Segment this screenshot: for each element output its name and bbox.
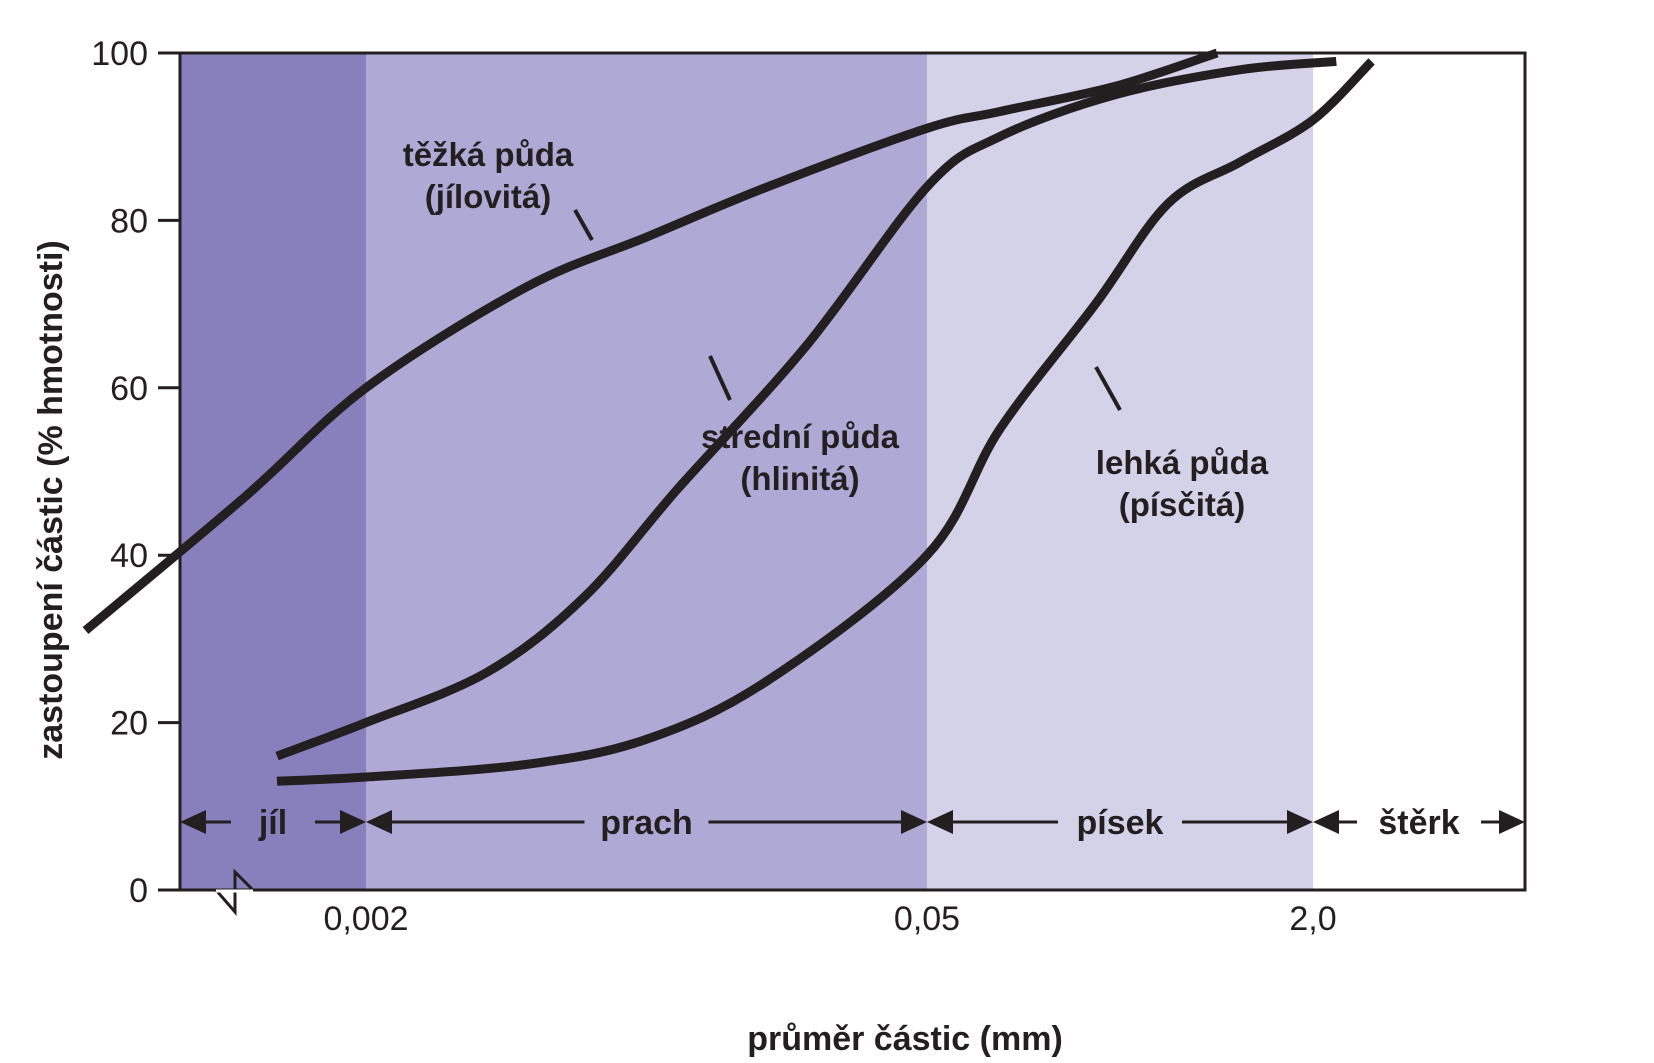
y-tick-label: 40 bbox=[110, 537, 148, 575]
band-2 bbox=[366, 53, 927, 890]
band-arrows: jíl prach písek štěrk bbox=[180, 804, 1525, 842]
arrow-head-right bbox=[901, 810, 927, 834]
y-axis-title: zastoupení částic (% hmotnosti) bbox=[32, 240, 70, 760]
y-tick-label: 80 bbox=[110, 202, 148, 240]
curve-label: střední půda bbox=[701, 418, 900, 455]
band-3 bbox=[927, 53, 1313, 890]
arrow-head-right bbox=[1287, 810, 1313, 834]
curve-medium-soil bbox=[275, 56, 1337, 761]
curve-heavy-soil bbox=[82, 48, 1219, 634]
band-4 bbox=[1313, 53, 1525, 890]
curve-label: (písčitá) bbox=[1119, 486, 1246, 523]
curves bbox=[82, 48, 1375, 786]
curve-label: (hlinitá) bbox=[740, 460, 859, 497]
curve-light-soil bbox=[276, 58, 1375, 786]
arrow-head-left bbox=[180, 810, 206, 834]
band-label: prach bbox=[600, 804, 693, 842]
band-label: jíl bbox=[258, 804, 287, 842]
curve-label: lehká půda bbox=[1096, 444, 1269, 481]
axis-break-mark bbox=[180, 868, 255, 917]
x-tick-label: 0,05 bbox=[894, 900, 960, 938]
band-label: štěrk bbox=[1378, 804, 1459, 842]
curve-label-leader bbox=[573, 209, 594, 241]
arrow-head-left bbox=[1313, 810, 1339, 834]
particle-size-bands bbox=[180, 53, 1525, 890]
x-axis-title: průměr částic (mm) bbox=[747, 1020, 1063, 1058]
x-tick-label: 0,002 bbox=[323, 900, 408, 938]
curve-label-leader bbox=[1094, 366, 1122, 411]
curve-label: (jílovitá) bbox=[425, 178, 552, 215]
arrow-head-right bbox=[1499, 810, 1525, 834]
x-tick-label: 2,0 bbox=[1289, 900, 1336, 938]
curve-label: těžká půda bbox=[403, 136, 574, 173]
y-tick-label: 20 bbox=[110, 705, 148, 743]
y-tick-label: 100 bbox=[91, 35, 148, 73]
arrow-head-left bbox=[366, 810, 392, 834]
arrow-head-right bbox=[340, 810, 366, 834]
y-tick-label: 0 bbox=[129, 872, 148, 910]
arrow-head-left bbox=[927, 810, 953, 834]
plot-frame bbox=[178, 51, 1527, 892]
curve-label-leader bbox=[708, 355, 732, 401]
band-label: písek bbox=[1077, 804, 1164, 842]
y-tick-label: 60 bbox=[110, 370, 148, 408]
curve-labels: těžká půda (jílovitá) střední půda (hlinitá… bbox=[403, 136, 1269, 523]
